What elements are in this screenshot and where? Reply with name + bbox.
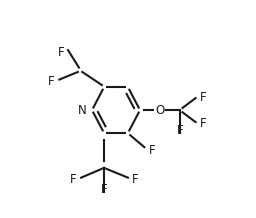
Text: F: F: [101, 183, 107, 196]
Text: F: F: [48, 75, 55, 88]
Text: N: N: [78, 104, 87, 117]
Text: F: F: [70, 173, 77, 186]
Text: F: F: [200, 117, 207, 130]
Text: O: O: [155, 104, 164, 117]
Text: F: F: [149, 144, 155, 157]
Text: F: F: [132, 173, 139, 186]
Text: F: F: [177, 124, 184, 137]
Text: F: F: [200, 90, 207, 104]
Text: F: F: [58, 46, 65, 59]
